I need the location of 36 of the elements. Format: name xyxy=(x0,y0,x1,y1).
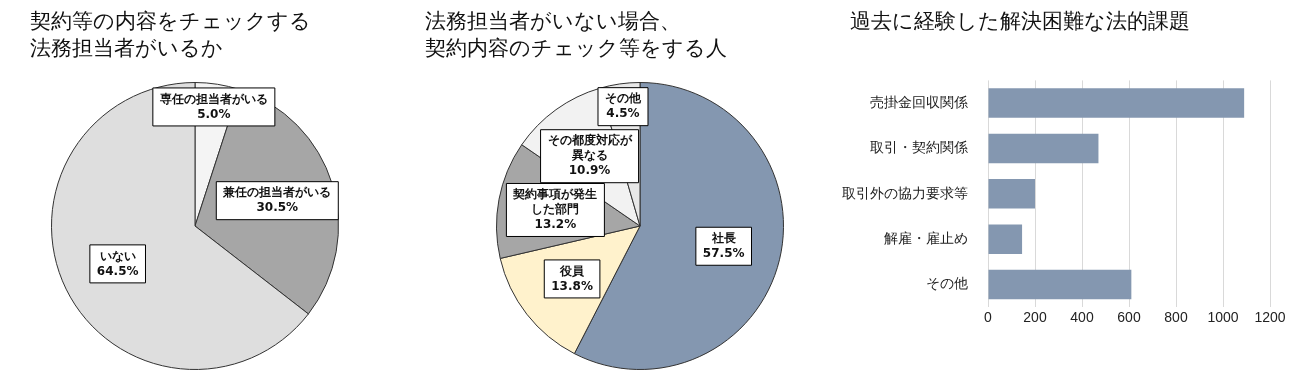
data-label: 64.5% xyxy=(96,263,139,278)
y-tick-label: 売掛金回収関係 xyxy=(870,93,968,110)
data-label: 10.9% xyxy=(568,163,611,178)
slice-label: 兼任の担当者がいる xyxy=(222,185,332,200)
slice-label: 専任の担当者がいる xyxy=(158,91,268,106)
y-tick-label: その他 xyxy=(926,275,968,292)
chart-title: 法務担当者がいない場合、契約内容のチェック等をする人 xyxy=(425,8,728,62)
slice-label: その他 xyxy=(605,91,642,106)
x-tick-label: 0 xyxy=(984,309,993,326)
data-label: 5.0% xyxy=(197,106,231,121)
data-label: 57.5% xyxy=(702,245,745,260)
bar xyxy=(988,224,1023,254)
data-label: 13.8% xyxy=(551,278,593,293)
y-tick-label: 取引外の協力要求等 xyxy=(842,184,968,201)
data-label: 4.5% xyxy=(606,106,640,121)
bar xyxy=(988,88,1245,118)
chart-title: 契約等の内容をチェックする法務担当者がいるか xyxy=(30,8,312,62)
y-tick-label: 取引・契約関係 xyxy=(870,139,968,156)
slice-label: いない xyxy=(99,248,136,263)
x-tick-label: 400 xyxy=(1070,309,1094,326)
bar xyxy=(988,133,1099,164)
x-tick-label: 200 xyxy=(1023,309,1047,326)
y-tick-label: 解雇・雇止め xyxy=(884,230,968,247)
slice-label: 契約事項が発生した部門 xyxy=(512,187,598,217)
slice-label: その都度対応が異なる xyxy=(547,133,633,163)
slice-label: 役員 xyxy=(559,263,586,278)
data-label: 13.2% xyxy=(534,217,577,232)
x-tick-label: 600 xyxy=(1117,309,1141,326)
data-label: 30.5% xyxy=(256,200,299,215)
bar xyxy=(988,179,1035,209)
x-tick-label: 1000 xyxy=(1207,309,1239,326)
x-tick-label: 1200 xyxy=(1254,309,1286,326)
chart-title: 過去に経験した解決困難な法的課題 xyxy=(850,8,1190,35)
x-tick-label: 800 xyxy=(1164,309,1188,326)
bar xyxy=(988,269,1132,300)
slice-label: 社長 xyxy=(710,230,736,245)
